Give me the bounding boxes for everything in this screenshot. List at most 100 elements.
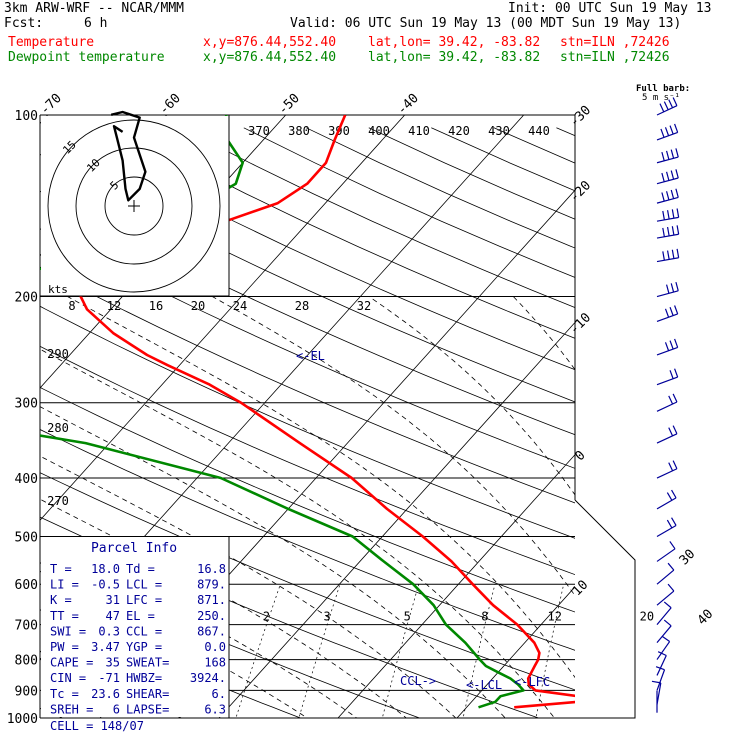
isotherm-label--70: -70 [38, 91, 65, 118]
parcel-label2-3: EL = [126, 609, 155, 623]
wind-barb-13 [656, 433, 678, 444]
theta-label-400: 400 [368, 124, 390, 138]
barb-legend-title: Full barb: [636, 84, 691, 94]
wind-barb-flag-7-0 [676, 248, 680, 258]
wind-barb-3 [656, 177, 679, 185]
temperature-legend: Temperature [8, 35, 95, 50]
pressure-label-300: 300 [15, 397, 38, 412]
isotherm-label-30: 30 [677, 547, 699, 569]
pressure-label-900: 900 [15, 684, 38, 699]
wind-barb-flag-10-1 [669, 340, 674, 350]
parcel-value2-1: 879. [197, 578, 226, 592]
wind-barb-flag-0-2 [663, 101, 669, 111]
theta-label-420: 420 [448, 124, 470, 138]
isotherm-label--60: -60 [157, 91, 184, 118]
wind-barb-9 [656, 313, 678, 323]
parcel-label2-1: LCL = [126, 578, 162, 592]
valid-time: Valid: 06 UTC Sun 19 May 13 (00 MDT Sun … [290, 16, 682, 31]
ccl-annotation: CCL-> [400, 674, 436, 688]
forecast-value: 6 h [84, 16, 108, 31]
parcel-info-title: Parcel Info [91, 541, 177, 556]
mixing-ratio-upper-24: 24 [233, 299, 247, 313]
wind-barb-flag-13-1 [668, 427, 674, 437]
wind-barb-flag-16-0 [671, 517, 677, 526]
wind-barb-flag-0-0 [672, 97, 678, 106]
pressure-label-400: 400 [15, 472, 38, 487]
wind-barb-flag-2-0 [675, 148, 679, 158]
wind-barb-flag-11-0 [674, 368, 679, 378]
wind-barb-flag-18-0 [667, 562, 675, 571]
parcel-value-6: 35 [106, 656, 120, 670]
wind-barb-flag-10-0 [674, 338, 679, 348]
isotherm-0 [337, 454, 575, 718]
wind-barb-14 [656, 468, 678, 479]
isotherm-30 [684, 115, 740, 731]
wind-barb-flag-9-2 [664, 308, 670, 318]
temperature-latlon: lat,lon= 39.42, -83.82 [368, 35, 541, 50]
isotherm--70 [40, 115, 48, 125]
isotherm--10 [218, 321, 575, 718]
parcel-label2-6: SWEAT= [126, 656, 169, 670]
wind-barb-flag-6-1 [671, 226, 675, 236]
mixing-ratio-5 [381, 584, 420, 718]
wind-barb-flag-7-3 [662, 251, 665, 261]
lower-right-frame [40, 499, 636, 719]
wind-barb-flag-5-0 [676, 208, 680, 218]
parcel-label-9: SREH = [50, 702, 93, 716]
wind-barb-flag-4-2 [665, 191, 670, 201]
hodograph-ring-0 [47, 119, 221, 293]
wind-barb-21 [656, 625, 672, 644]
parcel-value-5: 3.47 [91, 640, 120, 654]
wind-barb-flag-1-0 [674, 123, 679, 133]
wind-barb-flag-4-0 [675, 188, 679, 198]
wind-barb-11 [656, 376, 678, 386]
parcel-label2-7: HWBZ= [126, 671, 162, 685]
temperature-xy: x,y=876.44,552.40 [203, 35, 337, 50]
moist-adiabat-12 [40, 455, 457, 718]
theta-label-430: 430 [488, 124, 510, 138]
wind-barb-12 [656, 401, 678, 412]
wind-barb-flag-4-3 [661, 192, 665, 202]
theta-side-label-280: 280 [47, 421, 69, 435]
parcel-value-0: 18.0 [91, 562, 120, 576]
wind-barb-flag-0-3 [659, 103, 665, 113]
parcel-box-background [41, 537, 229, 717]
parcel-label-2: K = [50, 593, 72, 607]
pressure-label-600: 600 [15, 578, 38, 593]
wind-barb-flag-9-0 [674, 305, 679, 315]
mixing-ratio-upper-32: 32 [357, 299, 371, 313]
wind-barb-flag-15-0 [671, 489, 677, 499]
wind-barbs [651, 97, 680, 713]
wind-barb-flag-10-2 [664, 342, 670, 351]
parcel-info-box: Parcel Info T = 18.0 Td = 16.8 LI = -0.5 LCL = 8… [41, 537, 230, 733]
wind-barb-6 [656, 233, 679, 239]
el-annotation: <-EL [296, 349, 325, 363]
wind-barb-flag-7-1 [671, 249, 675, 259]
wind-barb-19 [656, 590, 675, 606]
wind-barb-4 [656, 196, 679, 204]
parcel-value-1: -0.5 [91, 578, 120, 592]
parcel-label2-0: Td = [126, 562, 155, 576]
wind-barb-flag-15-1 [666, 492, 673, 501]
model-title: 3km ARW-WRF -- NCAR/MMM [4, 1, 185, 16]
parcel-value2-3: 250. [197, 609, 226, 623]
wind-barb-flag-8-2 [665, 284, 670, 294]
wind-barb-flag-14-1 [668, 462, 674, 472]
parcel-value2-4: 867. [197, 624, 226, 638]
isotherm--40 [40, 115, 405, 521]
wind-barb-flag-25-0 [651, 680, 661, 684]
dry-adiabat-480 [619, 128, 740, 731]
wind-barb-10 [656, 346, 678, 356]
pressure-label-700: 700 [15, 619, 38, 634]
moist-adiabat-36 [513, 296, 575, 371]
mixing-ratio-upper-20: 20 [191, 299, 205, 313]
parcel-value2-7: 3924. [190, 671, 226, 685]
mixing-ratio-2 [235, 584, 281, 718]
wind-barb-flag-6-0 [676, 225, 680, 235]
wind-barb-flag-6-2 [666, 226, 670, 237]
dry-adiabat-470 [556, 127, 575, 137]
dry-adiabat-330 [40, 345, 575, 576]
parcel-label2-8: SHEAR= [126, 687, 169, 701]
wind-barb-flag-16-1 [666, 519, 673, 529]
